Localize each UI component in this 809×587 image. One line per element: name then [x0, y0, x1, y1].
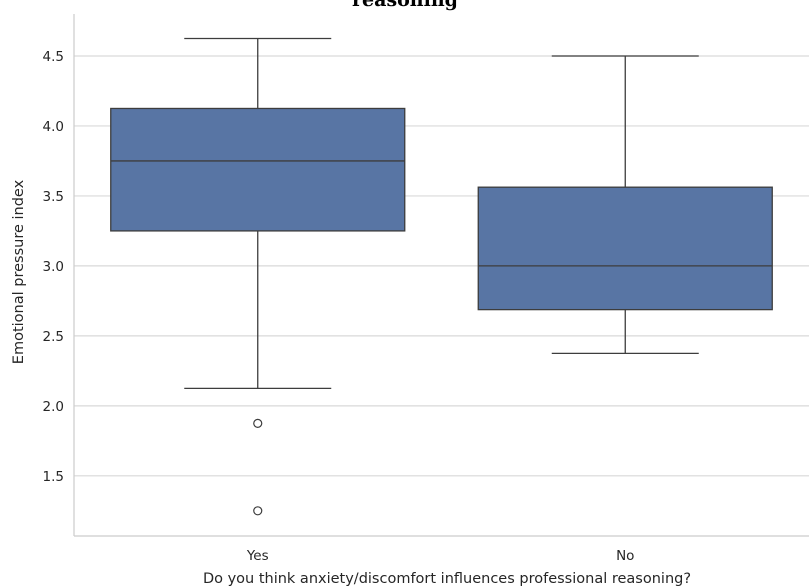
y-tick-label: 2.0 [43, 399, 64, 415]
y-tick-label: 2.5 [43, 329, 64, 345]
x-tick-labels: Yes No [246, 548, 635, 564]
y-tick-label: 1.5 [43, 469, 64, 485]
outlier-point [253, 418, 263, 428]
box-yes [110, 37, 406, 516]
x-tick-label: No [616, 548, 634, 564]
y-tick-label: 4.5 [43, 49, 64, 65]
y-tick-label: 3.5 [43, 189, 64, 205]
x-tick-label: Yes [246, 548, 269, 564]
y-tick-label: 4.0 [43, 119, 64, 135]
iqr-box [477, 186, 773, 311]
y-tick-label: 3.0 [43, 259, 64, 275]
iqr-box [110, 107, 406, 232]
chart-title: reasoning [352, 0, 458, 11]
outlier-point [253, 506, 263, 516]
axes-frame [73, 14, 809, 537]
y-axis-label: Emotional pressure index [11, 179, 27, 364]
y-tick-labels: 1.5 2.0 2.5 3.0 3.5 4.0 4.5 [43, 49, 64, 485]
box-no [477, 55, 773, 355]
box-plot-layer [110, 37, 773, 516]
x-axis-label: Do you think anxiety/discomfort influenc… [203, 571, 691, 587]
